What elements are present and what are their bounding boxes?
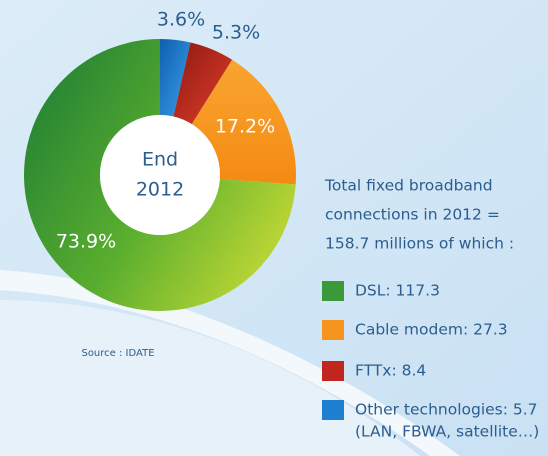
value-label: 17.2% [215,116,275,138]
legend-swatch [322,361,344,381]
donut-segment [173,42,233,125]
value-label: 73.9% [56,231,116,253]
swoosh [0,300,420,456]
source: Source : IDATE [81,348,154,359]
swoosh [0,270,460,456]
legend-swatch [322,281,344,301]
summary-text: 158.7 millions of which : [325,235,514,253]
legend-note: (LAN, FBWA, satellite…) [355,423,539,441]
legend-label: DSL: 117.3 [355,282,440,300]
center-label: End [142,149,178,171]
donut-segment [191,59,296,185]
legend-swatch [322,400,344,420]
value-label: 3.6% [157,9,205,31]
legend-label: Other technologies: 5.7 [355,401,538,419]
donut-segment [23,39,296,311]
donut-hole [100,115,220,235]
legend-swatch [322,320,344,340]
center-label: 2012 [136,179,184,201]
summary-text: connections in 2012 = [325,206,500,224]
value-label: 5.3% [212,22,260,44]
legend-label: Cable modem: 27.3 [355,321,508,339]
summary-text: Total fixed broadband [324,177,493,195]
legend-label: FTTx: 8.4 [355,362,426,380]
donut-segment [160,39,191,117]
